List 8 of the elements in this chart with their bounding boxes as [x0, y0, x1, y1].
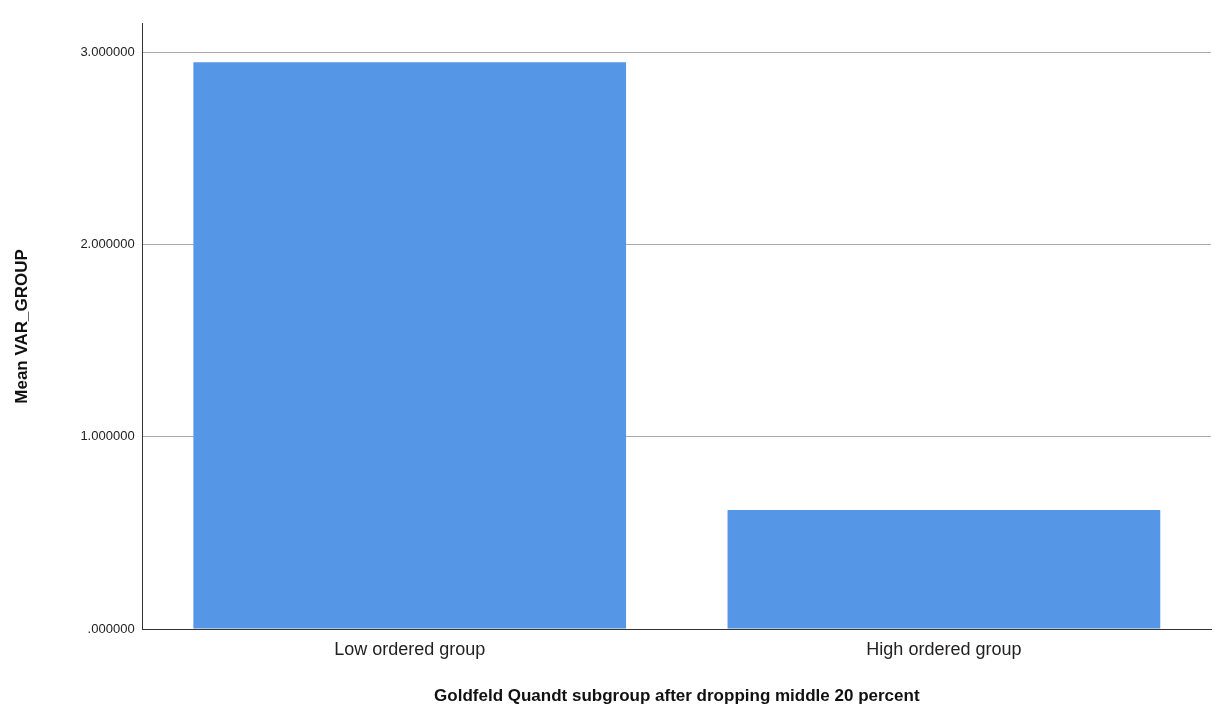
y-tick-label: 2.000000 [80, 236, 135, 252]
x-tick-label: Low ordered group [334, 638, 486, 659]
x-tick-label: High ordered group [866, 638, 1022, 659]
x-axis-title: Goldfeld Quandt subgroup after dropping middle 20 percent [434, 686, 920, 706]
y-tick-label: 3.000000 [80, 44, 135, 60]
y-tick-label: .000000 [87, 620, 135, 636]
y-axis-title: Mean VAR_GROUP [11, 249, 31, 404]
y-tick-label: 1.000000 [80, 428, 135, 444]
